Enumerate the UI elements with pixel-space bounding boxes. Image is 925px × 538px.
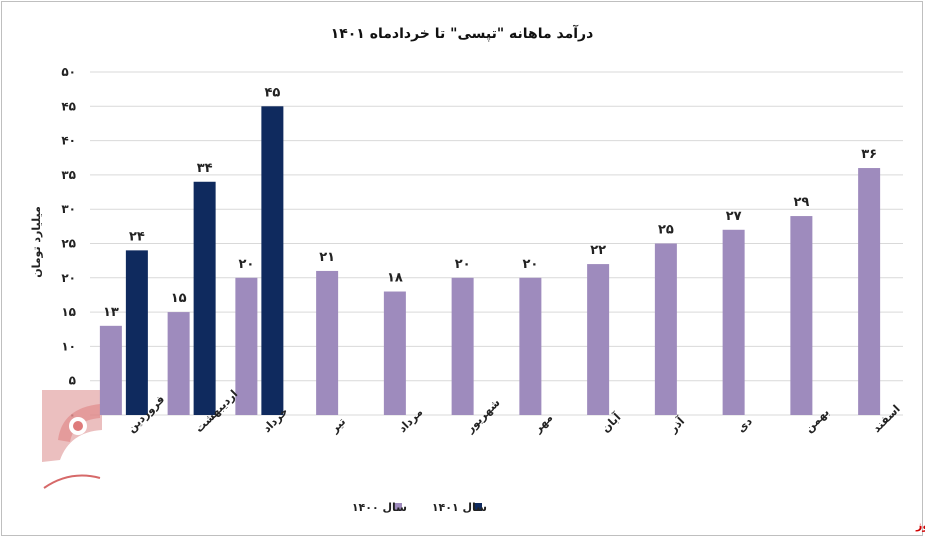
gridlines bbox=[90, 71, 903, 416]
bar-1400 bbox=[519, 277, 542, 415]
chart-title: درآمد ماهانه "تپسی" تا خردادماه ۱۴۰۱ bbox=[331, 24, 594, 42]
y-tick-label: ۲۵ bbox=[61, 237, 76, 251]
bar-1400 bbox=[167, 312, 190, 415]
y-tick-label: ۳۰ bbox=[61, 202, 76, 216]
data-label: ۲۰ bbox=[522, 257, 538, 272]
data-label: ۳۶ bbox=[861, 147, 877, 162]
data-label: ۱۸ bbox=[387, 271, 403, 286]
bar-1401 bbox=[193, 181, 216, 415]
data-label: ۱۳ bbox=[103, 305, 119, 320]
watermark-logo bbox=[42, 390, 102, 489]
data-labels: ۱۳ ۲۴ ۱۵ ۳۴ ۲۰ ۴۵ ۲۱ ۱۸ ۲۰ ۲۰ ۲۲ ۲۵ ۲۷ ۲۹ ۳۶ bbox=[103, 85, 877, 320]
y-tick-label: ۲۰ bbox=[61, 271, 76, 285]
y-tick-label: ۱۰ bbox=[61, 339, 76, 353]
data-label: ۲۴ bbox=[129, 229, 145, 244]
data-label: ۲۰ bbox=[238, 257, 254, 272]
x-tick-label: آذر bbox=[665, 414, 687, 436]
x-tick-label: دی bbox=[735, 415, 756, 436]
legend-label-1400: سال ۱۴۰۰ bbox=[352, 501, 407, 514]
source-label: بورس نیوز bbox=[915, 519, 925, 532]
bar-1400 bbox=[722, 229, 745, 415]
data-label: ۲۲ bbox=[590, 243, 606, 258]
data-label: ۲۱ bbox=[319, 250, 335, 265]
legend-label-1401: سال ۱۴۰۱ bbox=[432, 501, 487, 514]
bar-1400 bbox=[654, 243, 677, 415]
y-tick-label: ۵۰ bbox=[61, 65, 76, 79]
y-axis-ticks: ۰۵۱۰۱۵۲۰۲۵۳۰۳۵۴۰۴۵۵۰ bbox=[61, 65, 76, 422]
bar-1400 bbox=[858, 168, 881, 415]
bar-1400 bbox=[383, 291, 406, 415]
bar-1400 bbox=[451, 277, 474, 415]
bar-1400 bbox=[316, 270, 339, 415]
data-label: ۲۵ bbox=[658, 223, 674, 238]
bar-1401 bbox=[261, 106, 284, 416]
data-label: ۳۴ bbox=[197, 161, 213, 176]
y-tick-label: ۱۵ bbox=[61, 305, 76, 319]
x-tick-label: تیر bbox=[327, 415, 348, 436]
bar-1401 bbox=[125, 250, 148, 415]
bar-1400 bbox=[790, 216, 813, 415]
bar-1400 bbox=[235, 277, 258, 415]
y-tick-label: ۴۵ bbox=[61, 99, 76, 113]
legend-swatch-1400 bbox=[394, 503, 402, 511]
bar-1400 bbox=[587, 264, 610, 415]
data-label: ۴۵ bbox=[264, 85, 280, 100]
data-label: ۱۵ bbox=[171, 291, 187, 306]
legend: سال ۱۴۰۰ سال ۱۴۰۱ bbox=[352, 501, 487, 514]
bar-1400 bbox=[99, 325, 122, 415]
data-label: ۲۷ bbox=[726, 209, 742, 224]
y-axis-label: میلیارد تومان bbox=[30, 206, 43, 278]
data-label: ۲۹ bbox=[793, 195, 809, 210]
data-label: ۲۰ bbox=[455, 257, 471, 272]
y-tick-label: ۴۰ bbox=[61, 134, 76, 148]
legend-swatch-1401 bbox=[474, 503, 482, 511]
bars bbox=[99, 106, 881, 416]
y-tick-label: ۵ bbox=[69, 374, 76, 388]
y-tick-label: ۳۵ bbox=[61, 168, 76, 182]
